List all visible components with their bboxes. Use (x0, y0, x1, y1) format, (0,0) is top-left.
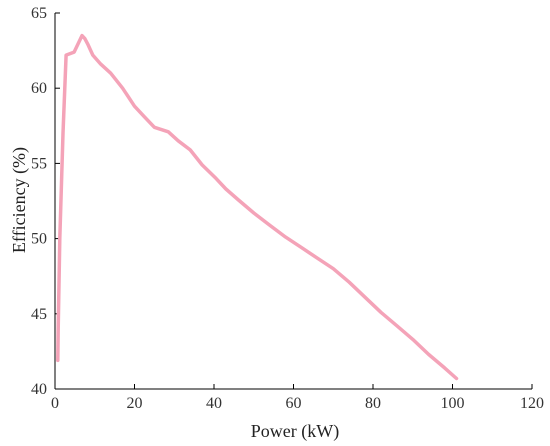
y-axis-title: Efficiency (%) (9, 147, 30, 253)
y-tick-label: 55 (31, 155, 47, 172)
x-tick-label: 20 (127, 395, 143, 412)
x-tick-label: 100 (441, 395, 465, 412)
y-axis-ticks: 40 45 50 55 60 65 (31, 5, 60, 398)
x-tick-label: 80 (365, 395, 381, 412)
y-tick-label: 50 (31, 231, 47, 248)
series-layer (56, 33, 459, 381)
x-tick-label: 60 (286, 395, 302, 412)
x-tick-label: 120 (520, 395, 544, 412)
x-tick-label: 40 (206, 395, 222, 412)
plot-frame (54, 13, 532, 390)
x-axis-ticks: 0 20 40 60 80 100 120 (51, 384, 544, 412)
y-tick-label: 65 (31, 5, 47, 22)
y-tick-label: 45 (31, 306, 47, 323)
x-tick-label: 0 (51, 395, 59, 412)
efficiency-series-line (56, 33, 459, 381)
y-tick-label: 60 (31, 80, 47, 97)
y-tick-label: 40 (31, 381, 47, 398)
x-axis-title: Power (kW) (251, 421, 339, 442)
